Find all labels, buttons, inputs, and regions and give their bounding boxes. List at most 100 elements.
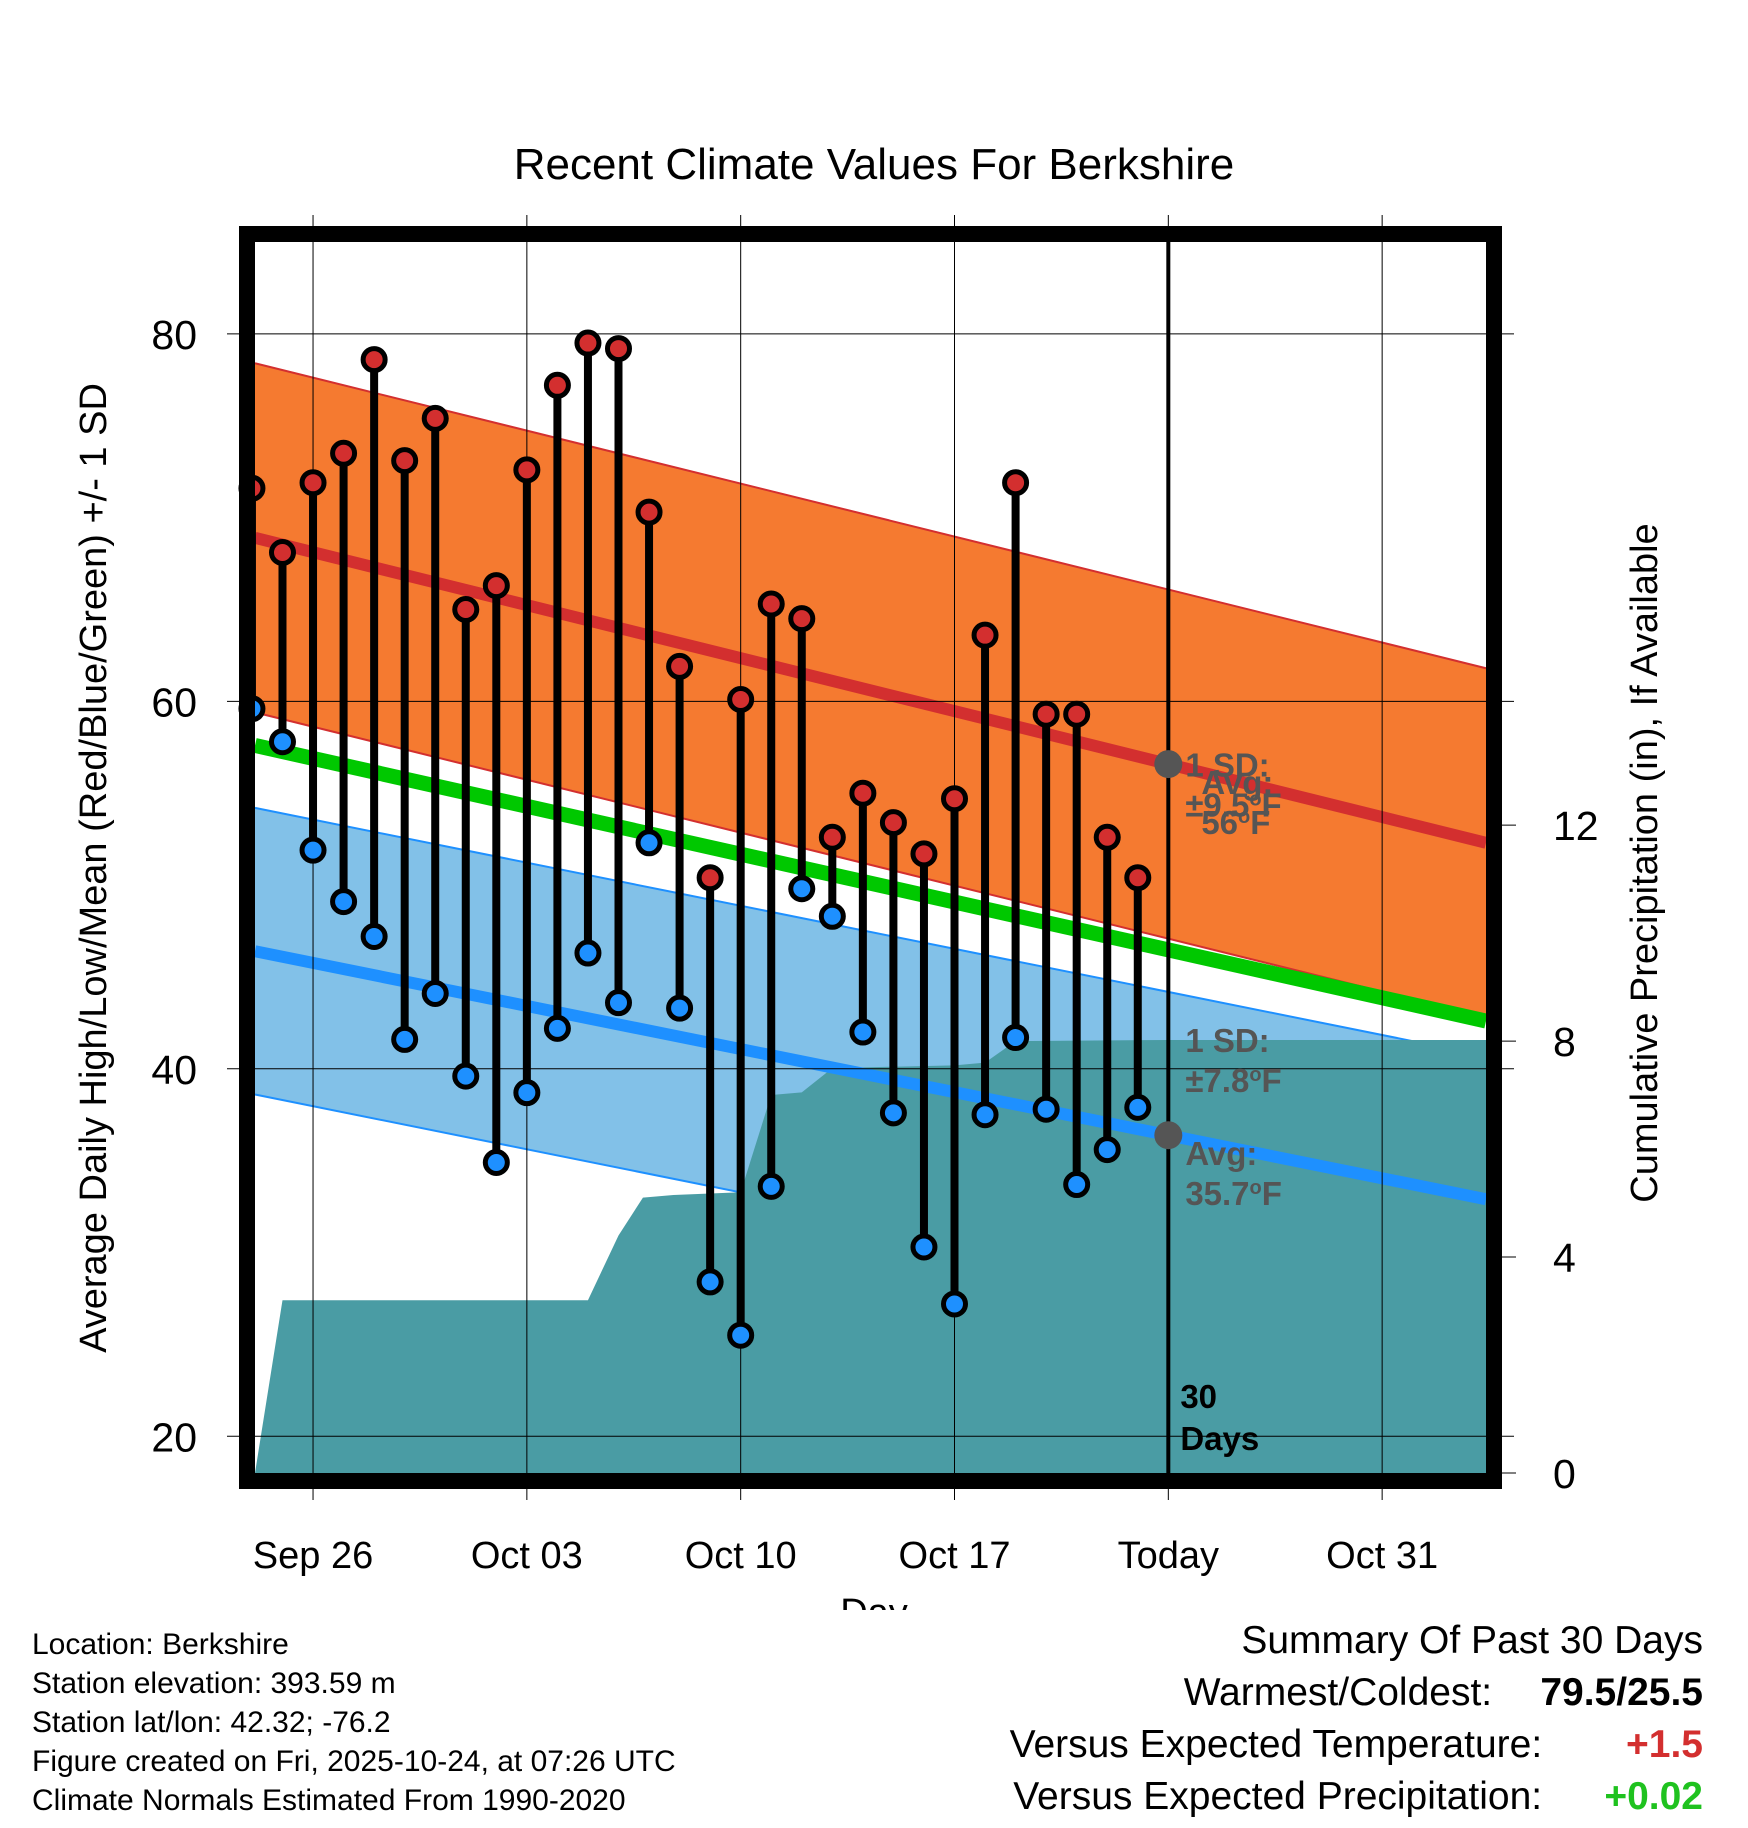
daily-high-point — [941, 785, 969, 813]
daily-low-point — [604, 989, 632, 1017]
daily-high-point — [452, 595, 480, 623]
daily-low-point — [452, 1062, 480, 1090]
daily-high-point — [482, 572, 510, 600]
x-tick-label: Oct 10 — [685, 1535, 797, 1577]
normal-high-band-lower-edge — [254, 711, 1487, 1019]
daily-high-point — [268, 539, 296, 567]
y2-axis-label: Cumulative Precipitation (in), If Availa… — [1624, 523, 1666, 1202]
temp-label: Versus Expected Temperature: — [1009, 1723, 1543, 1766]
daily-low-point — [482, 1148, 510, 1176]
normal-low-band-upper-edge — [254, 806, 1487, 1057]
daily-high-point — [421, 404, 449, 432]
x-tick-label: Oct 03 — [471, 1535, 583, 1577]
daily-low-point — [299, 836, 327, 864]
precip-value: +0.02 — [1604, 1775, 1703, 1818]
daily-high-point — [757, 590, 785, 618]
daily-high-point — [879, 809, 907, 837]
daily-high-point — [788, 605, 816, 633]
y2-tick-label: 8 — [1553, 1019, 1576, 1065]
daily-high-point — [1063, 700, 1091, 728]
daily-high-point — [513, 456, 541, 484]
y-tick-label: 80 — [151, 312, 197, 358]
daily-low-point — [696, 1268, 724, 1296]
plot-frame — [239, 226, 1502, 1489]
normal-mean-line — [253, 738, 1488, 1029]
daily-high-point — [1124, 864, 1152, 892]
daily-low-point — [391, 1025, 419, 1053]
normal-high-line — [253, 531, 1488, 849]
daily-low-point — [360, 923, 388, 951]
daily-low-point — [757, 1172, 785, 1200]
daily-low-point — [879, 1099, 907, 1127]
high-avg-label: Avg: — [1201, 764, 1273, 801]
daily-low-point — [971, 1101, 999, 1129]
y2-tick-label: 4 — [1553, 1235, 1576, 1281]
daily-high-point — [391, 447, 419, 475]
daily-high-point — [696, 864, 724, 892]
daily-low-point — [941, 1290, 969, 1318]
daily-low-point — [849, 1018, 877, 1046]
y2-tick-label: 12 — [1553, 803, 1599, 849]
x-tick-label: Sep 26 — [253, 1535, 373, 1577]
summary-precip-row: Versus Expected Precipitation: +0.02 — [1010, 1771, 1703, 1823]
daily-high-point — [849, 779, 877, 807]
days-count-label: 30 — [1180, 1378, 1217, 1415]
high-sd-value: ±9.5oF — [1185, 786, 1281, 823]
daily-high-point — [1002, 469, 1030, 497]
daily-low-point — [910, 1233, 938, 1261]
daily-high-point — [543, 371, 571, 399]
x-tick-label: Oct 31 — [1326, 1535, 1438, 1577]
y-tick-label: 40 — [151, 1047, 197, 1093]
low-sd-label: 1 SD: — [1185, 1022, 1269, 1059]
today-low-avg-marker — [1154, 1121, 1183, 1150]
daily-high-point — [635, 498, 663, 526]
precip-label: Versus Expected Precipitation: — [1013, 1775, 1543, 1818]
summary-temp-row: Versus Expected Temperature: +1.5 — [1010, 1719, 1703, 1771]
daily-high-point — [1032, 700, 1060, 728]
daily-high-point — [360, 346, 388, 374]
daily-high-point — [971, 621, 999, 649]
daily-low-point — [513, 1079, 541, 1107]
y-axis-label: Average Daily High/Low/Mean (Red/Blue/Gr… — [73, 383, 115, 1353]
daily-low-point — [574, 939, 602, 967]
daily-high-point — [666, 652, 694, 680]
normal-high-band-upper-edge — [254, 362, 1487, 670]
daily-high-point — [818, 823, 846, 851]
days-label: Days — [1180, 1420, 1259, 1457]
daily-high-point — [330, 439, 358, 467]
daily-low-point — [1124, 1093, 1152, 1121]
daily-low-point — [635, 829, 663, 857]
daily-low-point — [818, 902, 846, 930]
summary-warmest-coldest-row: Warmest/Coldest: 79.5/25.5 — [1010, 1667, 1703, 1719]
x-axis-label: Day — [840, 1592, 908, 1610]
station-info: Location: Berkshire Station elevation: 3… — [32, 1625, 676, 1820]
x-tick-label: Oct 17 — [899, 1535, 1011, 1577]
low-avg-value: 35.7oF — [1185, 1175, 1282, 1212]
summary-panel: Summary Of Past 30 Days Warmest/Coldest:… — [1010, 1615, 1703, 1823]
high-sd-label: 1 SD: — [1185, 746, 1269, 783]
y2-tick-label: 0 — [1553, 1451, 1576, 1497]
daily-low-point — [1002, 1024, 1030, 1052]
chart-title: Recent Climate Values For Berkshire — [514, 140, 1235, 189]
daily-low-point — [330, 888, 358, 916]
daily-low-point — [727, 1321, 755, 1349]
daily-low-point — [788, 875, 816, 903]
latlon-text: Station lat/lon: 42.32; -76.2 — [32, 1706, 391, 1739]
created-text: Figure created on Fri, 2025-10-24, at 07… — [32, 1745, 676, 1778]
daily-high-point — [574, 329, 602, 357]
x-tick-label: Today — [1118, 1535, 1219, 1577]
location-text: Location: Berkshire — [32, 1628, 289, 1661]
daily-low-point — [268, 728, 296, 756]
daily-low-point — [1032, 1095, 1060, 1123]
daily-high-point — [910, 840, 938, 868]
normals-text: Climate Normals Estimated From 1990-2020 — [32, 1784, 626, 1817]
temp-value: +1.5 — [1626, 1723, 1703, 1766]
daily-low-point — [543, 1014, 571, 1042]
summary-title: Summary Of Past 30 Days — [1241, 1619, 1703, 1662]
low-sd-value: ±7.8oF — [1185, 1062, 1281, 1099]
today-high-avg-marker — [1154, 750, 1183, 779]
precip-area — [255, 1039, 1486, 1473]
climate-chart: Recent Climate Values For Berkshire Aver… — [73, 140, 1666, 1634]
daily-low-point — [1093, 1136, 1121, 1164]
